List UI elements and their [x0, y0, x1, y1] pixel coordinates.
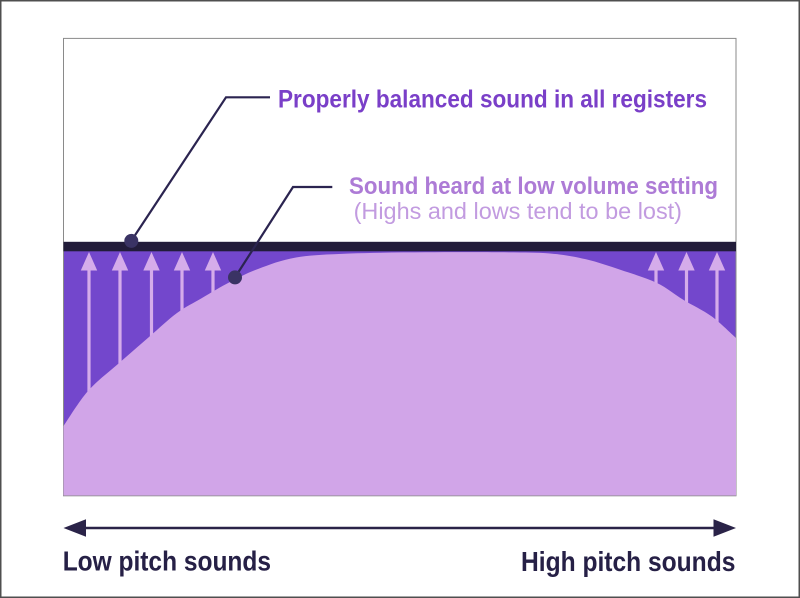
svg-text:High pitch sounds: High pitch sounds — [521, 546, 735, 577]
svg-text:Sound heard at low volume sett: Sound heard at low volume setting — [349, 173, 718, 200]
svg-text:(Highs and lows tend to be los: (Highs and lows tend to be lost) — [354, 198, 682, 224]
svg-text:Properly balanced sound in all: Properly balanced sound in all registers — [278, 86, 707, 114]
svg-text:Low pitch sounds: Low pitch sounds — [63, 546, 271, 577]
